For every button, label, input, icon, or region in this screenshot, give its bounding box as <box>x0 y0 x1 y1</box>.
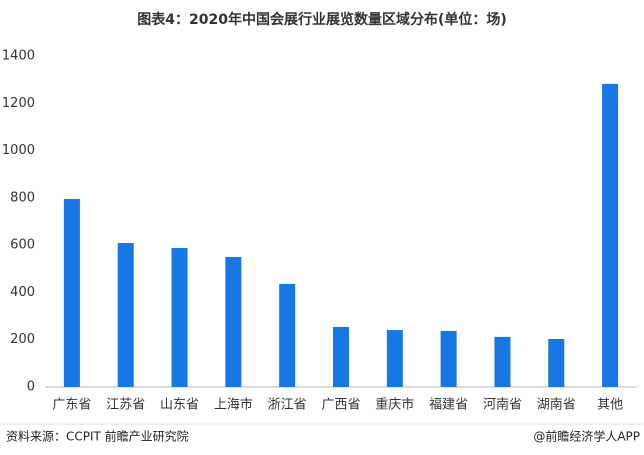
bar <box>386 330 403 387</box>
bar <box>117 243 134 387</box>
y-tick-label: 1400 <box>2 49 35 64</box>
y-tick-label: 0 <box>27 380 35 395</box>
bar <box>548 339 565 387</box>
chart-title: 图表4：2020年中国会展行业展览数量区域分布(单位：场) <box>137 11 507 28</box>
x-tick-label: 山东省 <box>160 398 199 413</box>
bar <box>602 83 619 388</box>
x-tick-label: 河南省 <box>483 397 522 413</box>
bar <box>440 330 457 387</box>
x-tick-label: 湖南省 <box>537 397 576 413</box>
bar <box>171 247 188 387</box>
bar <box>63 199 80 387</box>
y-tick-label: 1200 <box>2 96 35 111</box>
source: 资料来源：CCPIT 前瞻产业研究院 <box>6 429 189 444</box>
x-tick-label: 重庆市 <box>375 397 414 413</box>
y-tick-label: 600 <box>10 238 35 253</box>
x-tick-label: 其他 <box>597 398 623 413</box>
y-tick-label: 200 <box>10 332 35 347</box>
y-tick-label: 400 <box>10 285 35 300</box>
y-tick-label: 1000 <box>2 143 35 158</box>
y-tick-label: 800 <box>10 190 35 205</box>
x-tick-label: 浙江省 <box>268 398 307 413</box>
x-tick-label: 广西省 <box>321 398 360 413</box>
bar <box>494 336 511 387</box>
x-tick-label: 上海市 <box>214 397 253 413</box>
x-tick-label: 广东省 <box>52 398 91 413</box>
x-tick-label: 福建省 <box>429 398 468 413</box>
credit: @前瞻经济学人APP <box>533 429 640 444</box>
bar <box>279 283 296 387</box>
x-tick-label: 江苏省 <box>106 397 145 413</box>
bar <box>225 256 242 387</box>
bar <box>333 326 349 387</box>
